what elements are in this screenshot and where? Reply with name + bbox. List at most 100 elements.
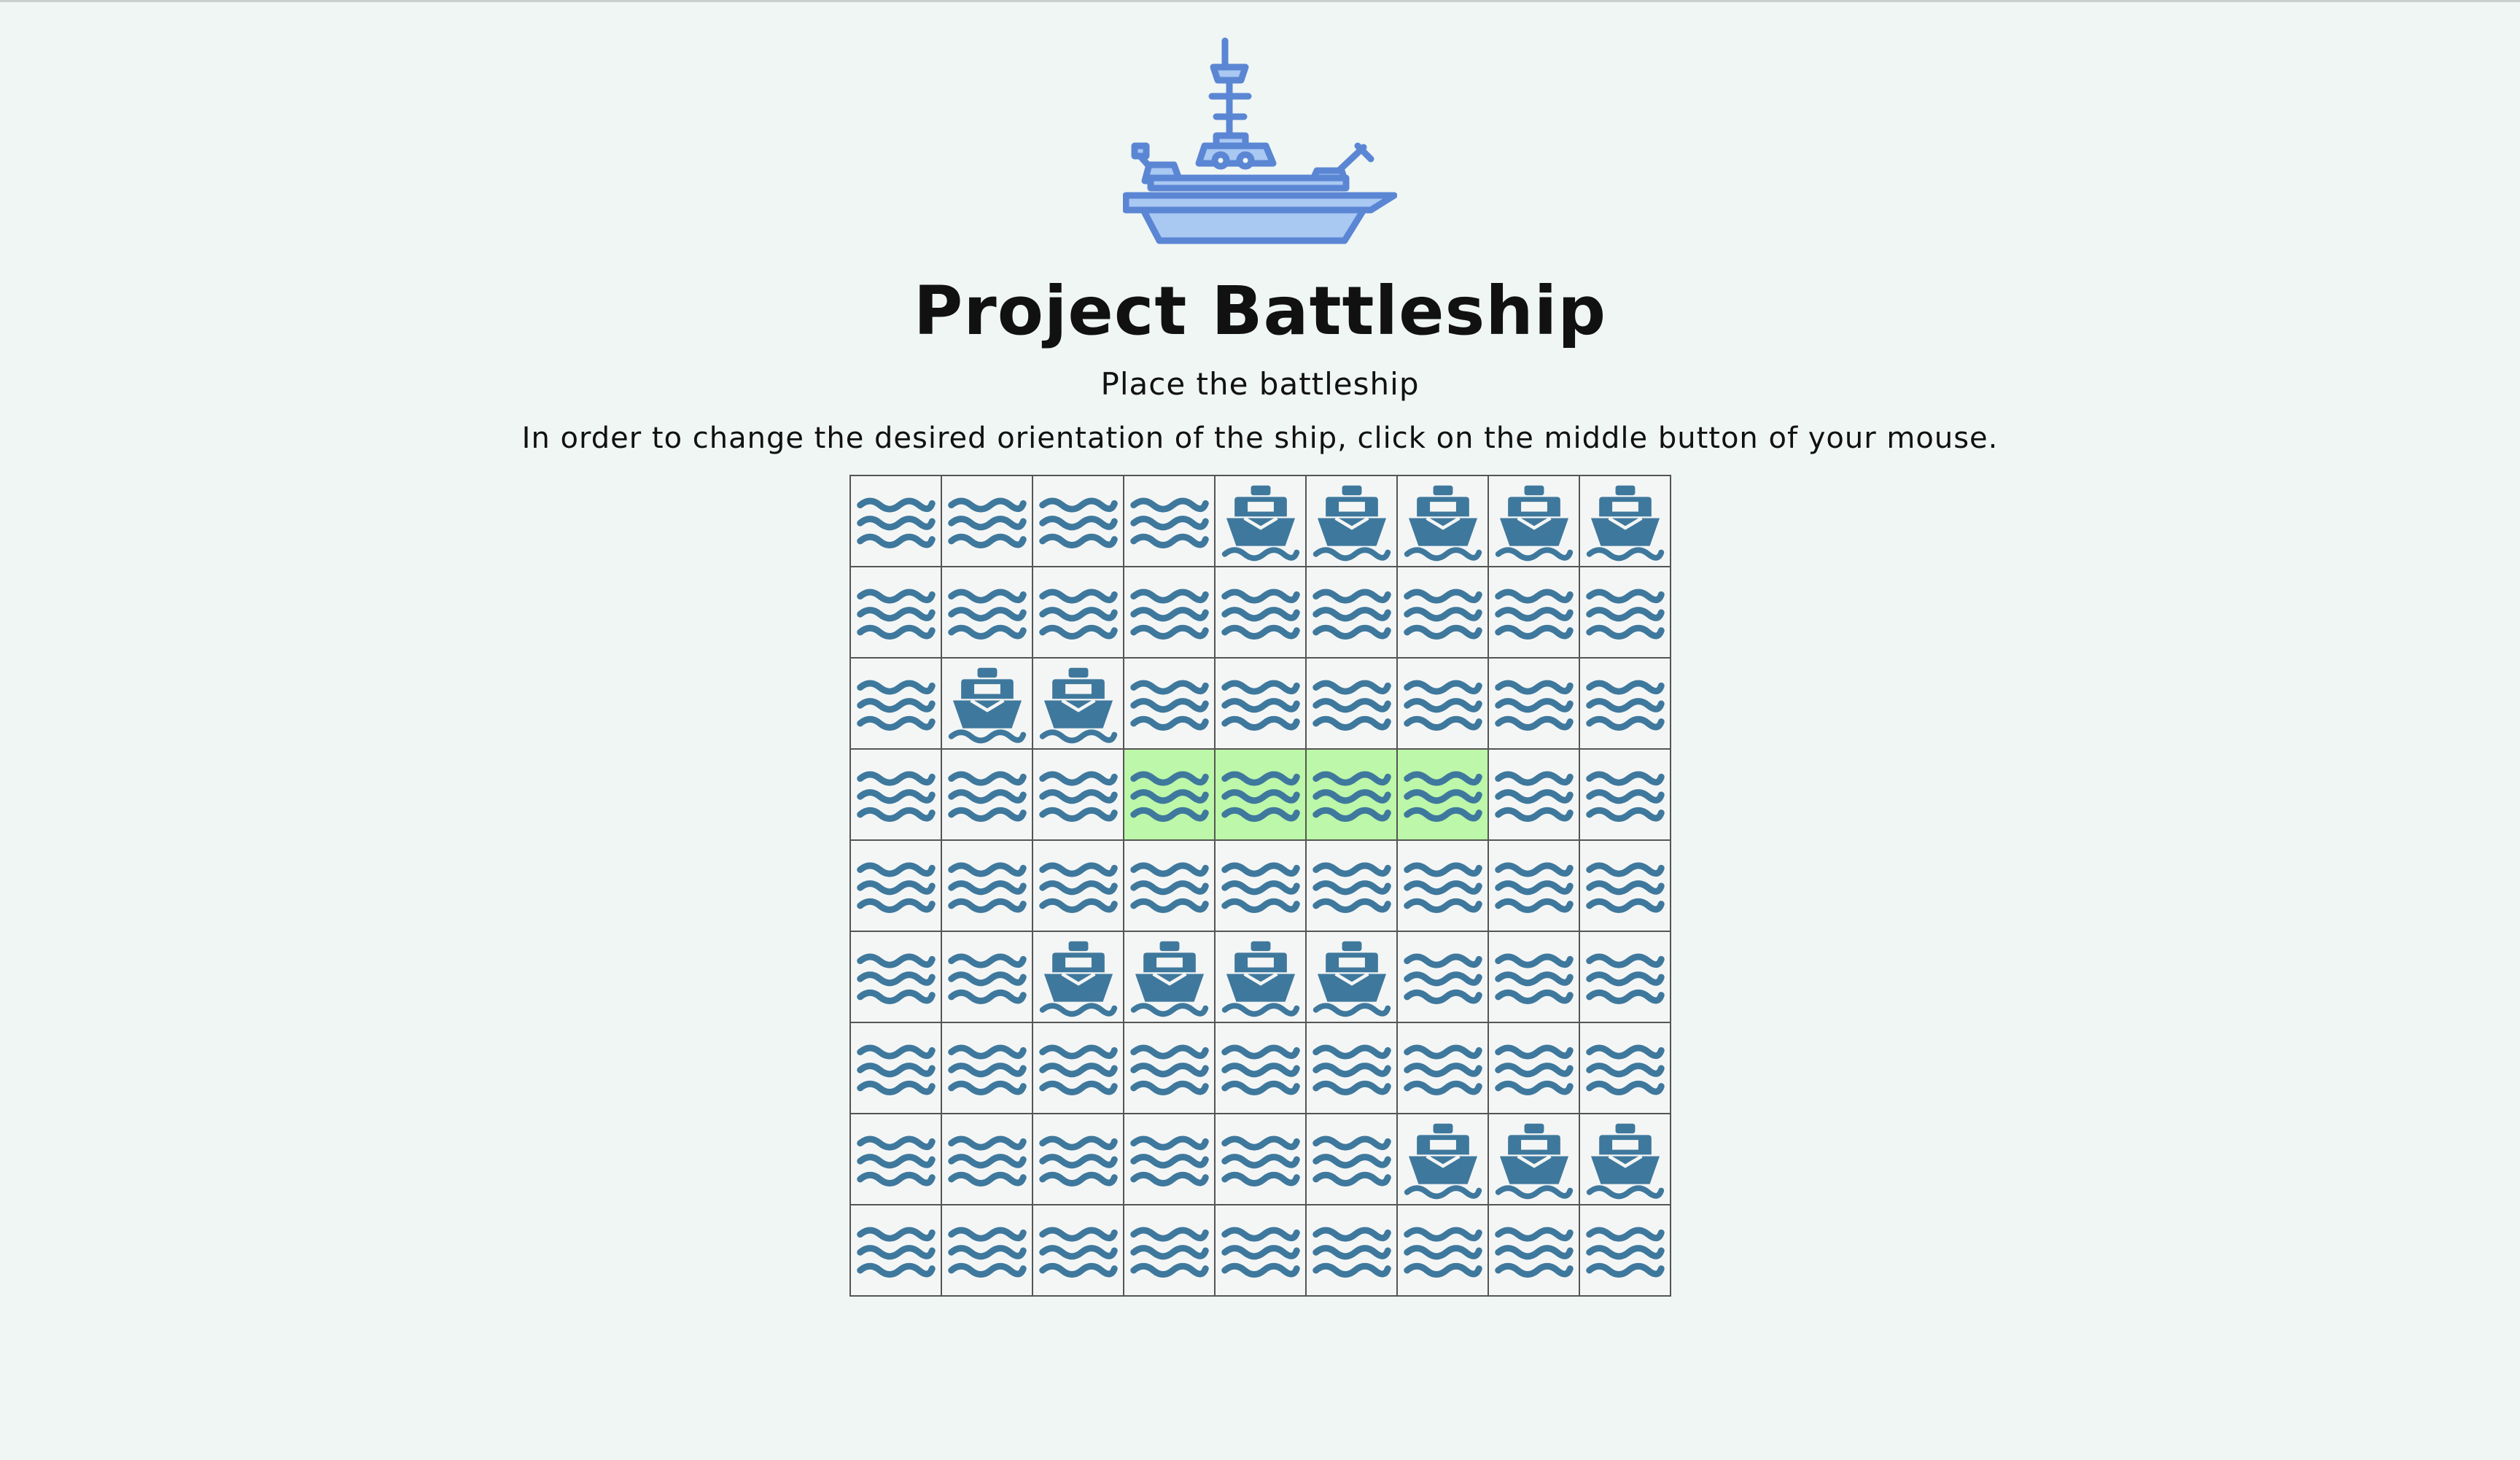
board-cell[interactable] (942, 1023, 1033, 1114)
board-cell[interactable] (1216, 567, 1307, 659)
board-cell[interactable] (1398, 750, 1489, 841)
board-cell[interactable] (1580, 1114, 1671, 1205)
board-cell[interactable] (1216, 1023, 1307, 1114)
board-cell[interactable] (1489, 841, 1580, 932)
board-cell[interactable] (1124, 841, 1216, 932)
board-cell[interactable] (1033, 1114, 1124, 1205)
board-cell[interactable] (1398, 476, 1489, 567)
board-cell[interactable] (851, 932, 942, 1023)
board-cell[interactable] (1489, 1205, 1580, 1297)
water-waves-icon (1312, 771, 1391, 822)
board-cell[interactable] (942, 567, 1033, 659)
board-cell[interactable] (1033, 750, 1124, 841)
water-waves-icon (1038, 497, 1118, 548)
water-waves-icon (1221, 680, 1300, 731)
board-cell[interactable] (1580, 932, 1671, 1023)
board-cell[interactable] (851, 1205, 942, 1297)
board-cell[interactable] (1033, 841, 1124, 932)
board-cell[interactable] (1307, 476, 1398, 567)
board-cell[interactable] (1307, 1114, 1398, 1205)
board-cell[interactable] (1216, 1114, 1307, 1205)
board-cell[interactable] (1124, 750, 1216, 841)
board-cell[interactable] (1580, 1023, 1671, 1114)
board-cell[interactable] (1307, 567, 1398, 659)
water-waves-icon (1312, 589, 1391, 640)
board-cell[interactable] (851, 841, 942, 932)
board-cell[interactable] (942, 750, 1033, 841)
board-cell[interactable] (1489, 1114, 1580, 1205)
water-waves-icon (856, 589, 936, 640)
water-waves-icon (1038, 862, 1118, 913)
board-cell[interactable] (1033, 1205, 1124, 1297)
board-cell[interactable] (942, 841, 1033, 932)
game-board[interactable] (849, 475, 1671, 1297)
board-cell[interactable] (1033, 1023, 1124, 1114)
board-cell[interactable] (851, 659, 942, 750)
battleship-icon (1123, 37, 1397, 244)
board-cell[interactable] (1398, 1023, 1489, 1114)
board-cell[interactable] (851, 750, 942, 841)
board-cell[interactable] (1124, 659, 1216, 750)
board-cell[interactable] (1124, 476, 1216, 567)
board-cell[interactable] (1216, 750, 1307, 841)
board-cell[interactable] (1398, 841, 1489, 932)
board-cell[interactable] (1216, 476, 1307, 567)
board-cell[interactable] (1124, 1023, 1216, 1114)
board-cell[interactable] (1307, 841, 1398, 932)
board-cell[interactable] (1033, 932, 1124, 1023)
board-cell[interactable] (1580, 476, 1671, 567)
water-waves-icon (947, 589, 1027, 640)
board-cell[interactable] (942, 932, 1033, 1023)
board-cell[interactable] (1489, 659, 1580, 750)
board-cell[interactable] (1489, 932, 1580, 1023)
board-cell[interactable] (851, 1023, 942, 1114)
board-cell[interactable] (1398, 659, 1489, 750)
water-waves-icon (1038, 589, 1118, 640)
board-cell[interactable] (1580, 750, 1671, 841)
ship-icon (1586, 1123, 1664, 1199)
board-cell[interactable] (1216, 1205, 1307, 1297)
water-waves-icon (947, 1044, 1027, 1095)
ship-icon (1039, 941, 1117, 1017)
board-cell[interactable] (1033, 659, 1124, 750)
board-cell[interactable] (1398, 1205, 1489, 1297)
water-waves-icon (1585, 862, 1665, 913)
board-cell[interactable] (1580, 1205, 1671, 1297)
board-cell[interactable] (942, 476, 1033, 567)
board-cell[interactable] (1033, 476, 1124, 567)
board-cell[interactable] (1216, 659, 1307, 750)
board-cell[interactable] (1307, 1205, 1398, 1297)
board-cell[interactable] (1216, 932, 1307, 1023)
board-cell[interactable] (851, 1114, 942, 1205)
board-cell[interactable] (1398, 1114, 1489, 1205)
board-cell[interactable] (1398, 567, 1489, 659)
board-cell[interactable] (1124, 1114, 1216, 1205)
board-cell[interactable] (1307, 1023, 1398, 1114)
board-cell[interactable] (1307, 750, 1398, 841)
board-cell[interactable] (851, 476, 942, 567)
board-cell[interactable] (1216, 841, 1307, 932)
ship-icon (1312, 485, 1391, 561)
board-cell[interactable] (1580, 659, 1671, 750)
board-cell[interactable] (851, 567, 942, 659)
board-cell[interactable] (1124, 567, 1216, 659)
water-waves-icon (1494, 1227, 1574, 1278)
ship-icon (1404, 1123, 1482, 1199)
board-cell[interactable] (1580, 567, 1671, 659)
board-cell[interactable] (1033, 567, 1124, 659)
board-cell[interactable] (1489, 476, 1580, 567)
board-cell[interactable] (1307, 932, 1398, 1023)
board-cell[interactable] (1124, 932, 1216, 1023)
board-cell[interactable] (942, 659, 1033, 750)
board-cell[interactable] (1307, 659, 1398, 750)
board-cell[interactable] (1580, 841, 1671, 932)
board-cell[interactable] (942, 1205, 1033, 1297)
board-cell[interactable] (1489, 750, 1580, 841)
board-cell[interactable] (1124, 1205, 1216, 1297)
board-cell[interactable] (1489, 567, 1580, 659)
water-waves-icon (856, 497, 936, 548)
board-cell[interactable] (1398, 932, 1489, 1023)
water-waves-icon (1494, 862, 1574, 913)
board-cell[interactable] (942, 1114, 1033, 1205)
board-cell[interactable] (1489, 1023, 1580, 1114)
